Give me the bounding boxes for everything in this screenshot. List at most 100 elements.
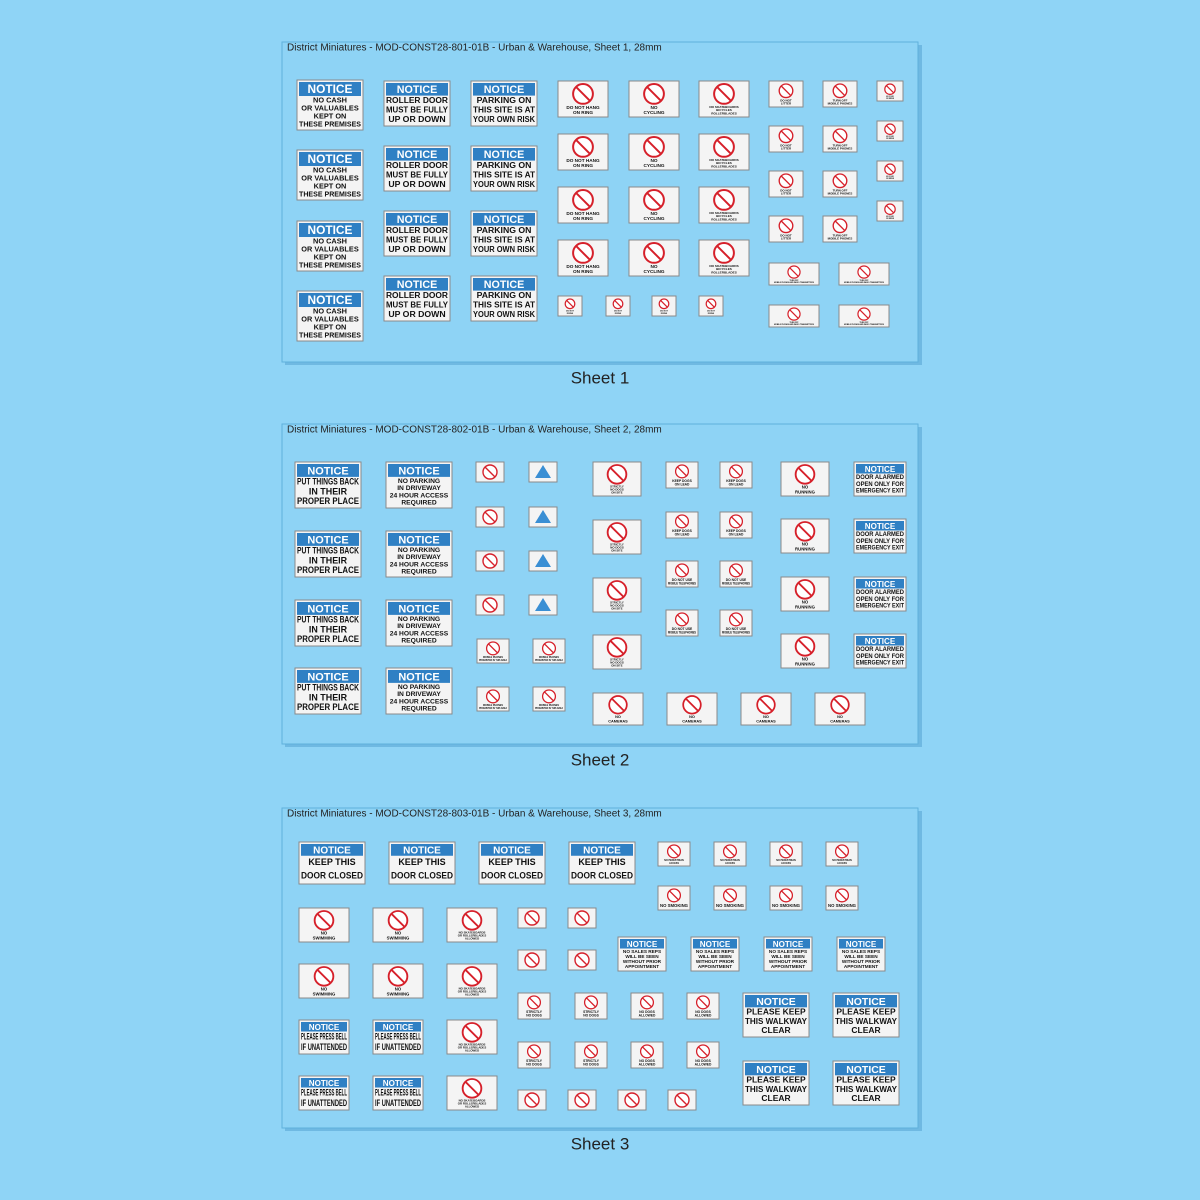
notice-header: NOTICE bbox=[307, 603, 348, 615]
sign-text: STRICTLY bbox=[610, 485, 624, 489]
notice-band bbox=[745, 995, 807, 1008]
notice-header: NOTICE bbox=[398, 603, 439, 615]
notice-band bbox=[386, 213, 448, 226]
prohibition-slash bbox=[725, 890, 735, 901]
prohibition-slash bbox=[526, 1094, 538, 1106]
sign-text: NO PEDESTRIAN bbox=[832, 859, 852, 862]
sign-text: CYCLING bbox=[643, 269, 664, 274]
sign-text: YOUR OWN RISK bbox=[473, 309, 536, 319]
sign-text: DRINK bbox=[661, 313, 668, 315]
sign-text: NO DOGS bbox=[610, 546, 624, 550]
sign-text: EMERGENCY EXIT bbox=[856, 660, 904, 667]
sign-text: NO bbox=[650, 105, 657, 110]
sign-text: PLEASE PRESS BELL bbox=[375, 1032, 421, 1042]
sign-text: KEEP THIS bbox=[398, 857, 445, 867]
sign-text: NO CASH bbox=[313, 165, 347, 174]
sign-text: DO NOT bbox=[780, 188, 792, 192]
notice-header: NOTICE bbox=[865, 522, 896, 531]
sign-text: TURN OFF bbox=[859, 280, 869, 282]
sign-text: APPOINTMENT bbox=[625, 964, 659, 969]
sign-text: DO NOT bbox=[780, 233, 792, 237]
prohibition-slash bbox=[698, 1046, 708, 1057]
sign-text: DO NOT USE bbox=[726, 578, 747, 582]
sign-text: OR ROLLERBLADES bbox=[458, 1046, 487, 1050]
sign-text: NO bbox=[802, 485, 809, 490]
sign-text: PUT THINGS BACK bbox=[297, 477, 359, 487]
prohibition-slash bbox=[660, 300, 668, 308]
notice-header: NOTICE bbox=[313, 846, 351, 857]
sign-text: NO FOOD bbox=[886, 216, 894, 218]
sign-text: APPOINTMENT bbox=[844, 964, 878, 969]
sign-text: STRICTLY bbox=[610, 658, 624, 662]
sign-text: NO CASH bbox=[313, 306, 347, 315]
sign bbox=[517, 949, 547, 971]
notice-band bbox=[375, 1078, 421, 1088]
warning-icon bbox=[535, 510, 551, 523]
sign-text: MOBILE PHONES bbox=[828, 192, 853, 196]
sign-text: OPEN ONLY FOR bbox=[856, 481, 904, 488]
prohibition-slash bbox=[834, 130, 846, 142]
sign-text: NO SALES REPS bbox=[623, 949, 661, 954]
sign-text: PUT THINGS BACK bbox=[297, 683, 359, 693]
prohibition-slash bbox=[669, 846, 679, 857]
sign-text: LITTER bbox=[781, 192, 792, 196]
sign-text: DO NOT HANG bbox=[566, 158, 600, 163]
sign-text: KEEP DOGS bbox=[672, 479, 692, 483]
sign-text: ROLLER DOOR bbox=[386, 225, 449, 235]
sign-text: ROLLERBLADES bbox=[711, 112, 737, 116]
sign-text: NO SALES REPS bbox=[842, 949, 880, 954]
sign-text: ROLLER DOOR bbox=[386, 95, 449, 105]
notice-band bbox=[835, 1063, 897, 1076]
sign-text: PROPER PLACE bbox=[297, 565, 359, 575]
sign-text: WILL BE SEEN bbox=[844, 954, 878, 959]
prohibition-slash bbox=[716, 192, 732, 208]
notice-band bbox=[571, 844, 633, 856]
sign-text: ALLOWED bbox=[639, 1014, 656, 1018]
sign-text: NO DOGS bbox=[695, 1010, 711, 1014]
sign-text: REQUIRED bbox=[401, 500, 436, 507]
sign-text: MOBILE TELEPHONES bbox=[668, 631, 697, 635]
sign-text: PROHIBITED IN THIS AREA bbox=[479, 707, 507, 710]
sign-text: NO SALES REPS bbox=[696, 949, 734, 954]
sign-text: CAMERAS bbox=[682, 719, 702, 723]
notice-header: NOTICE bbox=[484, 84, 524, 96]
sign-text: IN DRIVEWAY bbox=[397, 554, 441, 561]
sign-text: OPEN ONLY FOR bbox=[856, 653, 904, 660]
prohibition-slash bbox=[837, 890, 847, 901]
sign bbox=[517, 1089, 547, 1111]
sign-text: IN THEIR bbox=[309, 555, 348, 565]
sign-text: SWIMMING bbox=[387, 935, 410, 940]
sign-text: PROPER PLACE bbox=[297, 634, 359, 644]
notice-band bbox=[481, 844, 543, 856]
sign-text: ROLLER DOOR bbox=[386, 290, 449, 300]
prohibition-slash bbox=[780, 85, 792, 97]
prohibition-slash bbox=[575, 245, 591, 261]
sign: NO SMOKING bbox=[825, 885, 859, 911]
notice-header: NOTICE bbox=[309, 1079, 340, 1088]
